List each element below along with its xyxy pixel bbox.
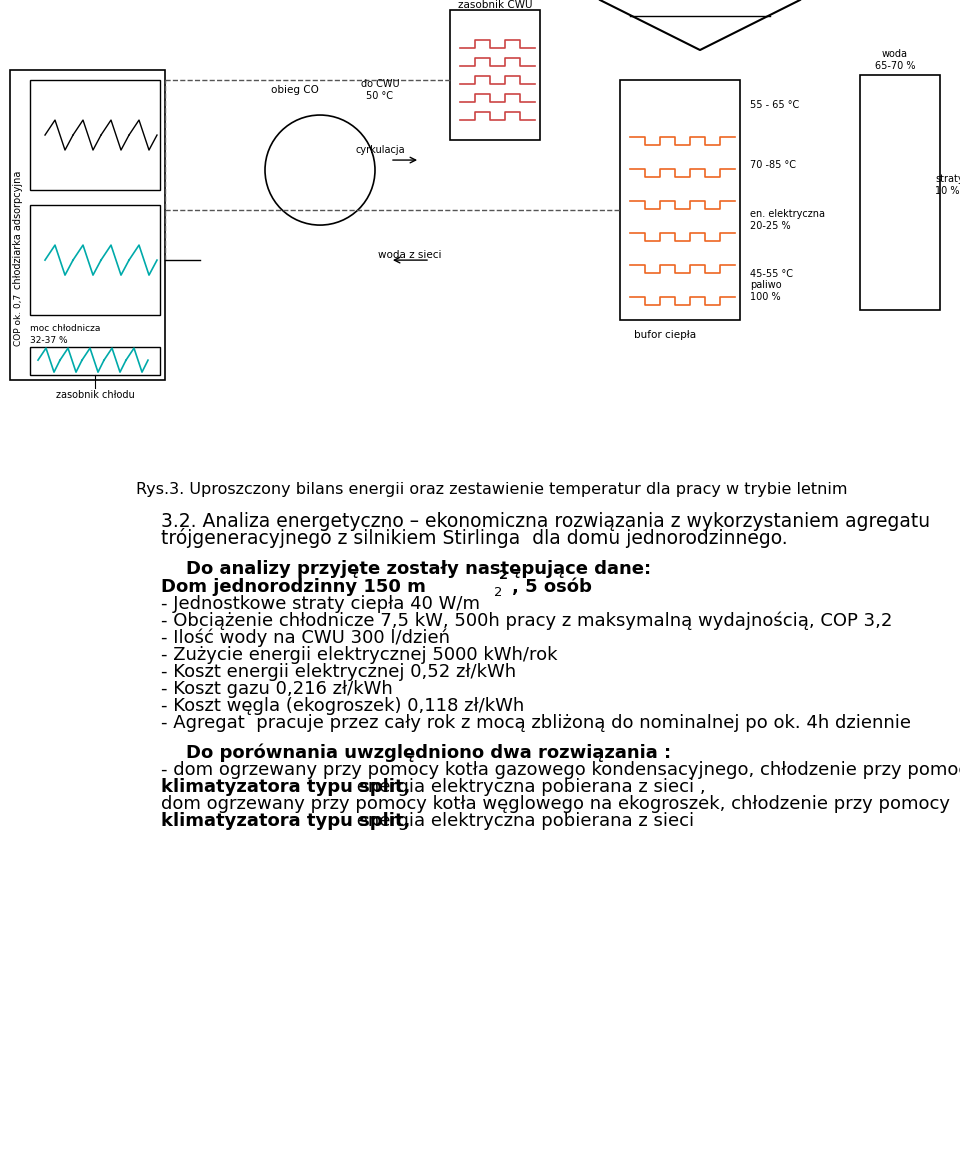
Text: klimatyzatora typu split,: klimatyzatora typu split, [161, 777, 410, 796]
FancyBboxPatch shape [10, 70, 165, 380]
Text: do CWU
50 °C: do CWU 50 °C [361, 79, 399, 101]
Text: en. elektryczna
20-25 %: en. elektryczna 20-25 % [750, 210, 825, 231]
Text: 32-37 %: 32-37 % [30, 336, 67, 345]
Text: - Obciążenie chłodnicze 7,5 kW, 500h pracy z maksymalną wydajnością, COP 3,2: - Obciążenie chłodnicze 7,5 kW, 500h pra… [161, 612, 892, 630]
Text: - Koszt węgla (ekogroszek) 0,118 zł/kWh: - Koszt węgla (ekogroszek) 0,118 zł/kWh [161, 697, 524, 715]
Text: Rys.3. Uproszczony bilans energii oraz zestawienie temperatur dla pracy w trybie: Rys.3. Uproszczony bilans energii oraz z… [136, 482, 848, 497]
Text: klimatyzatora typu split,: klimatyzatora typu split, [161, 812, 410, 829]
Text: - Koszt gazu 0,216 zł/kWh: - Koszt gazu 0,216 zł/kWh [161, 680, 393, 698]
Text: trójgeneracyjnego z silnikiem Stirlinga  dla domu jednorodzinnego.: trójgeneracyjnego z silnikiem Stirlinga … [161, 528, 787, 549]
Text: Do analizy przyjęte zostały następujące dane:: Do analizy przyjęte zostały następujące … [161, 559, 651, 578]
FancyBboxPatch shape [30, 80, 160, 190]
Text: - Jednostkowe straty ciepła 40 W/m: - Jednostkowe straty ciepła 40 W/m [161, 594, 480, 613]
Text: woda z sieci: woda z sieci [378, 250, 442, 260]
Text: 3.2. Analiza energetyczno – ekonomiczna rozwiązania z wykorzystaniem agregatu: 3.2. Analiza energetyczno – ekonomiczna … [161, 513, 930, 531]
Text: woda
65-70 %: woda 65-70 % [875, 49, 915, 71]
Text: energia elektryczna pobierana z sieci ,: energia elektryczna pobierana z sieci , [350, 777, 706, 796]
Text: - Agregat  pracuje przez cały rok z mocą zbliżoną do nominalnej po ok. 4h dzienn: - Agregat pracuje przez cały rok z mocą … [161, 714, 911, 732]
Text: - Koszt energii elektrycznej 0,52 zł/kWh: - Koszt energii elektrycznej 0,52 zł/kWh [161, 663, 516, 680]
FancyBboxPatch shape [30, 205, 160, 315]
Text: - Ilość wody na CWU 300 l/dzień: - Ilość wody na CWU 300 l/dzień [161, 629, 450, 648]
Text: 70 -85 °C: 70 -85 °C [750, 160, 796, 170]
Text: COP ok. 0,7: COP ok. 0,7 [13, 294, 22, 346]
FancyBboxPatch shape [860, 75, 940, 310]
Text: straty
10 %: straty 10 % [935, 175, 960, 196]
Text: , 5 osób: , 5 osób [512, 578, 592, 595]
Text: 45-55 °C
paliwo
100 %: 45-55 °C paliwo 100 % [750, 268, 793, 302]
Text: Do porównania uwzględniono dwa rozwiązania :: Do porównania uwzględniono dwa rozwiązan… [161, 743, 671, 762]
Text: 2: 2 [499, 569, 509, 581]
Text: - Zużycie energii elektrycznej 5000 kWh/rok: - Zużycie energii elektrycznej 5000 kWh/… [161, 645, 558, 664]
Text: cyrkulacja: cyrkulacja [355, 146, 405, 155]
Text: obieg CO: obieg CO [271, 85, 319, 96]
Text: zasobnik chłodu: zasobnik chłodu [56, 390, 134, 400]
FancyBboxPatch shape [30, 347, 160, 375]
Text: energia elektryczna pobierana z sieci: energia elektryczna pobierana z sieci [350, 812, 694, 829]
Text: moc chłodnicza: moc chłodnicza [30, 324, 101, 333]
Text: dom ogrzewany przy pomocy kotła węglowego na ekogroszek, chłodzenie przy pomocy: dom ogrzewany przy pomocy kotła węgloweg… [161, 795, 950, 813]
FancyBboxPatch shape [620, 80, 740, 320]
Text: - dom ogrzewany przy pomocy kotła gazowego kondensacyjnego, chłodzenie przy pomo: - dom ogrzewany przy pomocy kotła gazowe… [161, 761, 960, 778]
Text: Dom jednorodzinny 150 m: Dom jednorodzinny 150 m [161, 578, 426, 595]
Text: 2: 2 [494, 586, 502, 599]
Text: bufor ciepła: bufor ciepła [634, 330, 696, 340]
Text: chłodziarka adsorpcyjna: chłodziarka adsorpcyjna [13, 171, 23, 289]
FancyBboxPatch shape [450, 10, 540, 140]
Text: 55 - 65 °C: 55 - 65 °C [750, 100, 800, 110]
Text: zasobnik CWU: zasobnik CWU [458, 0, 532, 10]
